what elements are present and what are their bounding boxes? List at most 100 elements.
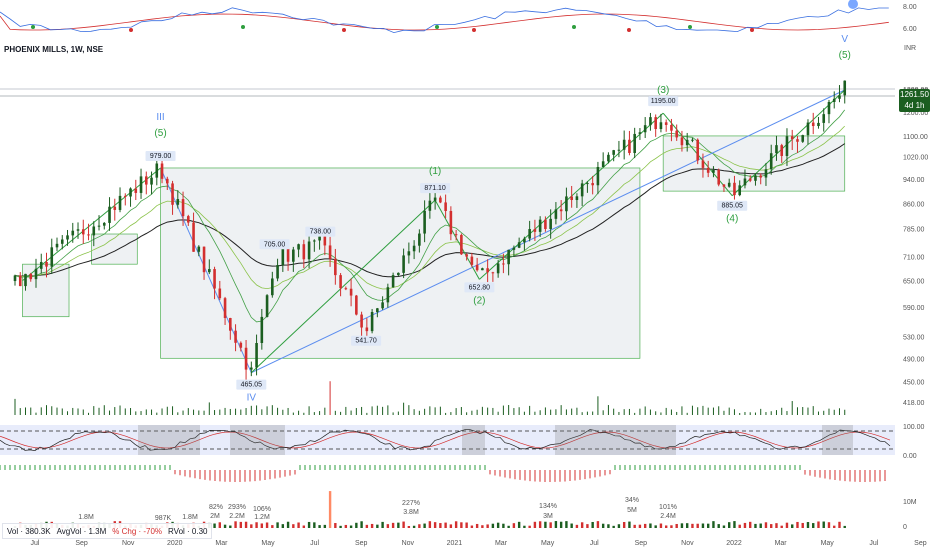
- candle-up: [381, 302, 384, 309]
- price-label-bg: [305, 226, 336, 237]
- volume-bar: [754, 523, 757, 528]
- volume-bar: [565, 521, 568, 528]
- volume-bar: [733, 521, 736, 528]
- volume-bar: [791, 524, 794, 528]
- volume-bar: [360, 521, 363, 528]
- candle-down: [360, 314, 363, 328]
- candle-down: [444, 202, 447, 211]
- candle-down: [355, 295, 358, 315]
- candle-up: [843, 80, 847, 96]
- price-label-bg: [420, 183, 451, 194]
- candle-down: [239, 342, 243, 348]
- ema-10: [14, 109, 846, 323]
- candle-up: [55, 243, 59, 248]
- candle-down: [81, 229, 85, 235]
- volume-bar: [365, 524, 369, 528]
- volume-bar: [276, 522, 279, 528]
- top-last-marker: [848, 0, 858, 9]
- x-tick: May: [821, 540, 835, 547]
- volume-bar: [244, 521, 248, 528]
- volume-bar: [470, 525, 474, 528]
- candle-up: [528, 229, 531, 239]
- volume-bar: [250, 524, 253, 528]
- volume-label: 3M: [543, 513, 553, 520]
- candle-down: [811, 122, 815, 127]
- stoch-zone: [230, 425, 285, 455]
- candle-down: [706, 167, 710, 173]
- volume-bar: [218, 522, 222, 528]
- top-marker: [627, 28, 631, 32]
- volume-bar: [817, 521, 820, 528]
- price-tick: 1020.00: [903, 155, 928, 162]
- candle-up: [97, 225, 101, 227]
- volume-legend: Vol · 380.3K AvgVol · 1.3M % Chg · -70% …: [2, 523, 213, 539]
- candle-down: [229, 317, 232, 331]
- volume-bar: [806, 522, 810, 528]
- candle-up: [92, 226, 96, 236]
- candle-down: [286, 248, 290, 262]
- volume-bar: [628, 521, 631, 528]
- x-tick: May: [261, 540, 275, 547]
- candle-down: [171, 183, 174, 205]
- price-label-bg: [351, 335, 382, 346]
- volume-bar: [575, 524, 579, 528]
- top-marker: [688, 25, 692, 29]
- candle-up: [685, 139, 689, 146]
- wave-lines: [22, 89, 846, 374]
- volume-bar: [502, 523, 505, 528]
- volume-bar: [444, 522, 447, 528]
- candle-up: [307, 241, 311, 260]
- candle-up: [34, 268, 38, 280]
- candle-up: [822, 114, 826, 123]
- volume-bar: [512, 523, 516, 528]
- candle-up: [412, 245, 416, 252]
- volume-bar: [664, 525, 668, 528]
- volume-label: 1.8M: [182, 514, 198, 521]
- candle-up: [507, 249, 510, 265]
- volume-bar: [749, 521, 752, 528]
- volume-label: 2M: [210, 513, 220, 520]
- candle-up: [402, 255, 405, 273]
- volume-bar: [717, 524, 720, 528]
- wave-label: (2): [473, 295, 485, 306]
- wave-label: III: [156, 112, 164, 123]
- candle-up: [386, 287, 390, 303]
- box-wave-4: [662, 135, 846, 192]
- x-tick: Mar: [775, 540, 788, 547]
- volume-bar: [460, 522, 463, 528]
- top-marker: [241, 25, 245, 29]
- wave-label: (3): [657, 85, 669, 96]
- candle-up: [727, 182, 731, 187]
- candle-down: [654, 117, 657, 130]
- x-tick: Nov: [122, 540, 135, 547]
- wave-green-channel: [22, 167, 161, 281]
- candle-down: [759, 175, 763, 178]
- candle-down: [144, 176, 148, 185]
- price-label: 541.70: [355, 338, 377, 345]
- volume-bar: [675, 523, 678, 528]
- candle-up: [376, 308, 379, 313]
- volume-label: 1.8M: [78, 514, 94, 521]
- candle-up: [580, 183, 584, 197]
- volume-bar: [654, 525, 657, 528]
- candle-up: [633, 133, 636, 153]
- candle-up: [176, 199, 180, 205]
- volume-bar: [612, 525, 615, 528]
- price-label: 979.00: [150, 153, 172, 160]
- top-tick: 6.00: [903, 26, 917, 33]
- volume-bar: [759, 523, 762, 528]
- stochastic-panel: 100.00 0.00: [0, 424, 925, 482]
- volume-label: 1.2M: [254, 514, 270, 521]
- candle-down: [45, 261, 48, 267]
- candle-down: [675, 130, 678, 138]
- volume-label: 82%: [209, 504, 223, 511]
- candle-down: [349, 288, 353, 296]
- candle-up: [565, 196, 568, 212]
- candle-up: [370, 312, 374, 332]
- volume-bar: [617, 524, 621, 528]
- box-early-2: [91, 233, 138, 265]
- candle-up: [60, 239, 64, 244]
- candle-up: [754, 175, 757, 181]
- price-tick: 418.00: [903, 400, 925, 407]
